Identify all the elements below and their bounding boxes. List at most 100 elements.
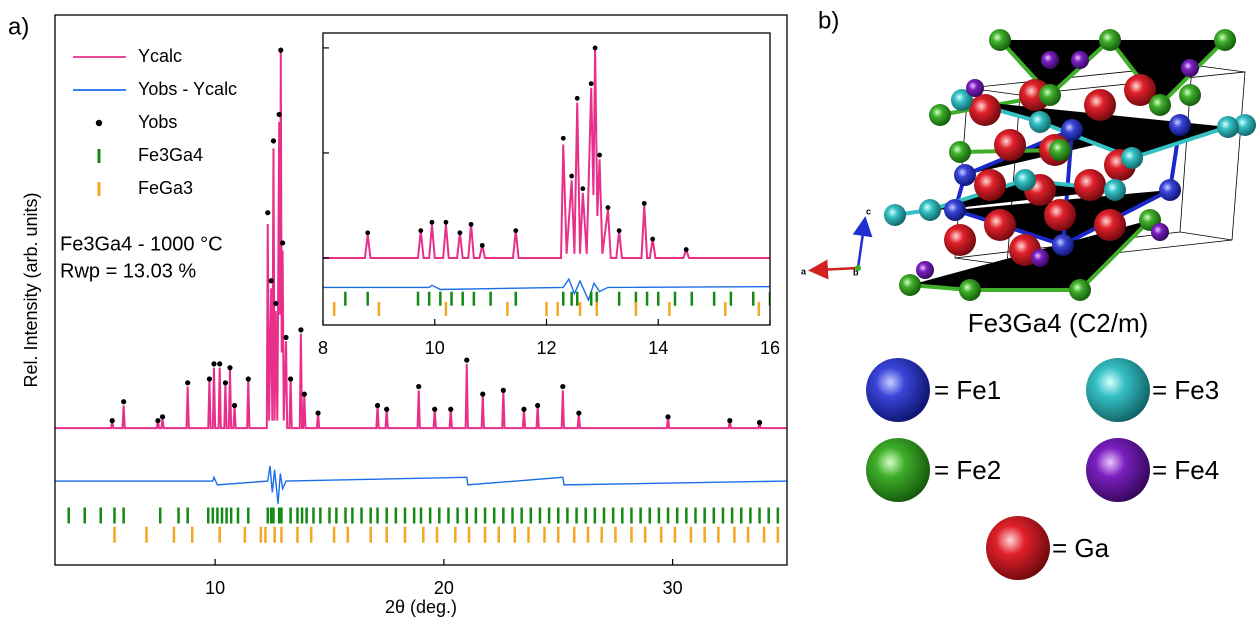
x-axis-title: 2θ (deg.) (385, 597, 457, 617)
x-tick-label: 30 (663, 578, 683, 598)
data-point (185, 380, 190, 385)
legend-label: Yobs (138, 112, 177, 132)
panel-label: b) (818, 7, 839, 34)
data-point (432, 407, 437, 412)
axis-arrow (818, 268, 858, 270)
atom (929, 104, 951, 126)
data-point (829, 243, 834, 248)
atom (1029, 111, 1051, 133)
annotation: Rwp = 13.03 % (60, 260, 196, 282)
x-tick-label: 10 (425, 338, 445, 358)
atom (1014, 169, 1036, 191)
atom (989, 29, 1011, 51)
crystal-structure: a b c (801, 29, 1256, 301)
data-point (576, 410, 581, 415)
data-point (930, 232, 935, 237)
data-point (727, 418, 732, 423)
atom (1159, 179, 1181, 201)
data-point (430, 220, 435, 225)
data-point (365, 230, 370, 235)
data-point (265, 210, 270, 215)
data-point (444, 220, 449, 225)
atom (1044, 199, 1076, 231)
atom (1121, 147, 1143, 169)
x-tick-label: 10 (205, 578, 225, 598)
data-point (480, 243, 485, 248)
legend-label: Ycalc (138, 46, 182, 66)
atom (969, 94, 1001, 126)
atom (1084, 89, 1116, 121)
data-point (232, 403, 237, 408)
data-point (469, 222, 474, 227)
data-point (384, 407, 389, 412)
atom (954, 164, 976, 186)
atom (1217, 116, 1239, 138)
atom (1039, 84, 1061, 106)
data-point (271, 138, 276, 143)
atom (949, 141, 971, 163)
data-point (416, 384, 421, 389)
data-point (121, 399, 126, 404)
atom (1104, 179, 1126, 201)
data-point (298, 327, 303, 332)
atom (1049, 139, 1071, 161)
atom (974, 169, 1006, 201)
atom (994, 129, 1026, 161)
x-tick-label: 8 (318, 338, 328, 358)
atom (1069, 279, 1091, 301)
atom (1181, 59, 1199, 77)
data-point (217, 361, 222, 366)
atom (1149, 94, 1171, 116)
atom (1071, 51, 1089, 69)
data-point (302, 392, 307, 397)
data-point (273, 301, 278, 306)
atom (919, 199, 941, 221)
data-point (617, 228, 622, 233)
x-tick-label: 14 (648, 338, 668, 358)
data-point (160, 414, 165, 419)
data-point (650, 237, 655, 242)
data-point (665, 414, 670, 419)
legend-atom (866, 438, 930, 502)
data-point (480, 392, 485, 397)
data-point (1187, 245, 1192, 250)
data-point (207, 376, 212, 381)
axis-label: a (801, 266, 807, 276)
annotation: Fe3Ga4 - 1000 °C (60, 233, 223, 255)
atom (1169, 114, 1191, 136)
data-point (448, 407, 453, 412)
structure-title: Fe3Ga4 (C2/m) (968, 308, 1149, 338)
figure: a) b) a b c Fe3Ga4 (C2/m) = Fe1 = Fe3 = … (0, 0, 1258, 625)
data-point (278, 48, 283, 53)
data-point (464, 358, 469, 363)
axis-label: b (853, 267, 859, 277)
data-point (155, 418, 160, 423)
legend-label: = Fe3 (1152, 375, 1219, 405)
atom (1052, 234, 1074, 256)
data-point (642, 201, 647, 206)
atom (899, 274, 921, 296)
legend-label: Fe3Ga4 (138, 145, 203, 165)
data-point (288, 376, 293, 381)
atom (1074, 169, 1106, 201)
atom (1214, 29, 1236, 51)
atom (944, 224, 976, 256)
axis-label: c (866, 206, 871, 216)
atom (1031, 249, 1049, 267)
legend-atom (1086, 438, 1150, 502)
y-axis-title: Rel. Intensity (arb. units) (21, 192, 41, 387)
data-point (684, 247, 689, 252)
data-point (501, 388, 506, 393)
axis-arrow (858, 226, 864, 268)
data-point (560, 384, 565, 389)
atom (916, 261, 934, 279)
data-point (375, 403, 380, 408)
x-tick-label: 12 (536, 338, 556, 358)
data-point (606, 205, 611, 210)
plot-area (323, 33, 770, 325)
atom (966, 79, 984, 97)
legend-label: FeGa3 (138, 178, 193, 198)
data-point (593, 46, 598, 51)
data-point (110, 418, 115, 423)
data-point (1220, 243, 1225, 248)
